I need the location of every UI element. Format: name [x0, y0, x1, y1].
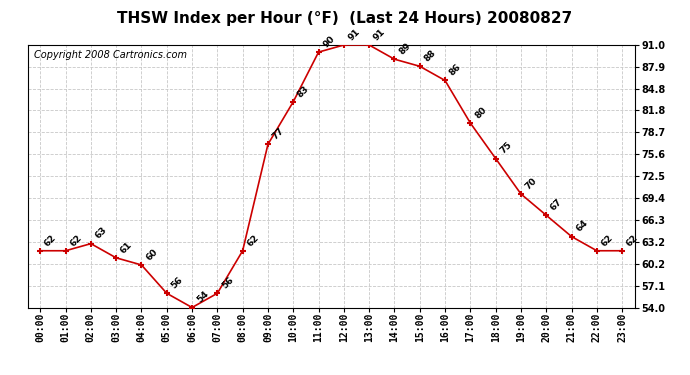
Text: 62: 62: [600, 233, 615, 248]
Text: 56: 56: [170, 275, 185, 291]
Text: 62: 62: [246, 233, 261, 248]
Text: 62: 62: [43, 233, 58, 248]
Text: 54: 54: [195, 290, 210, 305]
Text: 91: 91: [346, 27, 362, 42]
Text: 61: 61: [119, 240, 134, 255]
Text: 63: 63: [94, 226, 109, 241]
Text: 80: 80: [473, 105, 489, 120]
Text: 62: 62: [68, 233, 83, 248]
Text: 90: 90: [322, 34, 337, 50]
Text: 75: 75: [498, 141, 514, 156]
Text: THSW Index per Hour (°F)  (Last 24 Hours) 20080827: THSW Index per Hour (°F) (Last 24 Hours)…: [117, 11, 573, 26]
Text: 91: 91: [372, 27, 387, 42]
Text: 62: 62: [625, 233, 640, 248]
Text: 86: 86: [448, 63, 463, 78]
Text: 89: 89: [397, 41, 413, 56]
Text: Copyright 2008 Cartronics.com: Copyright 2008 Cartronics.com: [34, 50, 187, 60]
Text: 64: 64: [574, 219, 590, 234]
Text: 83: 83: [296, 84, 311, 99]
Text: 56: 56: [220, 275, 235, 291]
Text: 67: 67: [549, 197, 564, 213]
Text: 60: 60: [144, 247, 159, 262]
Text: 77: 77: [270, 126, 286, 141]
Text: 70: 70: [524, 176, 539, 191]
Text: 88: 88: [422, 48, 437, 63]
